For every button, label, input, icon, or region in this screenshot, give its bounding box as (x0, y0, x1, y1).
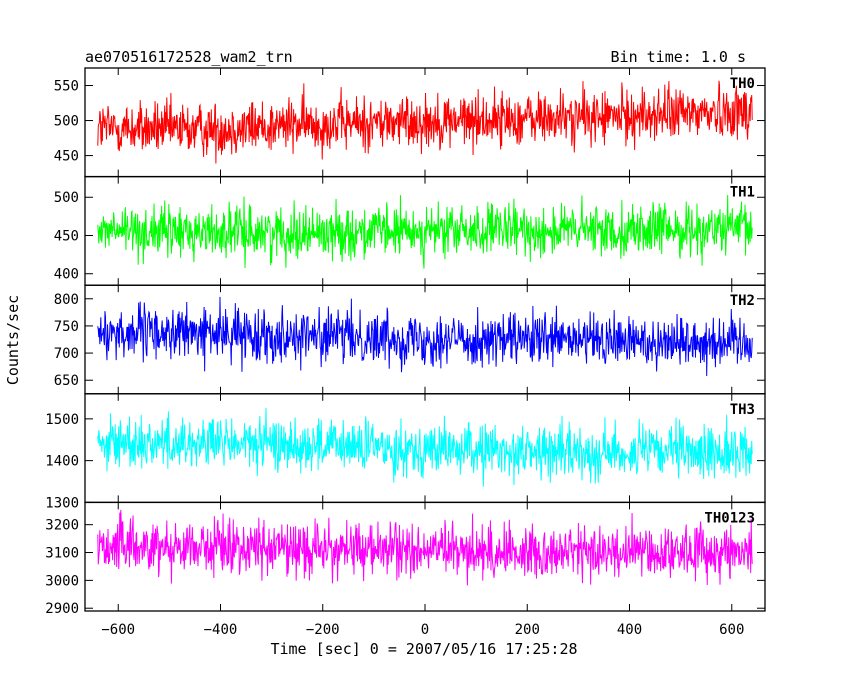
x-axis-label: Time [sec] 0 = 2007/05/16 17:25:28 (270, 640, 577, 658)
panel-th0: 450 500 550 TH0 (54, 67, 766, 178)
x-tick-label: −400 (204, 622, 238, 638)
y-tick-label: 800 (54, 292, 79, 308)
y-tick-label: 750 (54, 319, 79, 335)
x-tick-label: 200 (515, 622, 540, 638)
x-axis-ticks: −600 −400 −200 0 200 400 600 (101, 622, 744, 638)
panel-th1: 400 450 500 TH1 (54, 175, 766, 286)
y-tick-label: 500 (54, 114, 79, 130)
y-tick-label: 650 (54, 373, 79, 389)
panel-name-label: TH1 (730, 185, 755, 201)
panel-name-label: TH2 (730, 293, 755, 309)
panels-group: 450 500 550 TH0 400 450 500 TH1 650 700 750 800 TH2 1… (45, 67, 766, 617)
panel-name-label: TH0 (730, 76, 755, 92)
panel-th2: 650 700 750 800 TH2 (54, 284, 766, 395)
panel-th3: 1300 1400 1500 TH3 (45, 393, 766, 511)
y-tick-label: 700 (54, 346, 79, 362)
series-line-th3 (97, 408, 753, 487)
series-line-th0123 (97, 509, 753, 586)
y-tick-label: 3200 (45, 518, 79, 534)
y-tick-label: 3100 (45, 546, 79, 562)
y-tick-label: 3000 (45, 573, 79, 589)
y-tick-label: 1300 (45, 495, 79, 511)
x-tick-label: −600 (101, 622, 135, 638)
x-tick-label: 0 (421, 622, 429, 638)
y-axis-label: Counts/sec (4, 295, 22, 385)
series-line-th1 (97, 194, 753, 269)
y-tick-label: 2900 (45, 601, 79, 617)
chart-title: ae070516172528_wam2_trn (85, 48, 293, 66)
series-line-th2 (97, 296, 753, 376)
x-tick-label: 400 (617, 622, 642, 638)
y-tick-label: 400 (54, 267, 79, 283)
x-tick-label: 600 (719, 622, 744, 638)
panel-name-label: TH3 (730, 402, 755, 418)
panel-th0123: 2900 3000 3100 3200 TH0123 (45, 501, 766, 617)
y-tick-label: 450 (54, 149, 79, 165)
series-line-th0 (97, 80, 753, 164)
x-tick-label: −200 (306, 622, 340, 638)
y-tick-label: 450 (54, 228, 79, 244)
panel-name-label: TH0123 (704, 510, 755, 526)
bin-time-label: Bin time: 1.0 s (611, 48, 746, 66)
y-tick-label: 1400 (45, 454, 79, 470)
y-tick-label: 500 (54, 190, 79, 206)
y-tick-label: 550 (54, 79, 79, 95)
y-tick-label: 1500 (45, 412, 79, 428)
